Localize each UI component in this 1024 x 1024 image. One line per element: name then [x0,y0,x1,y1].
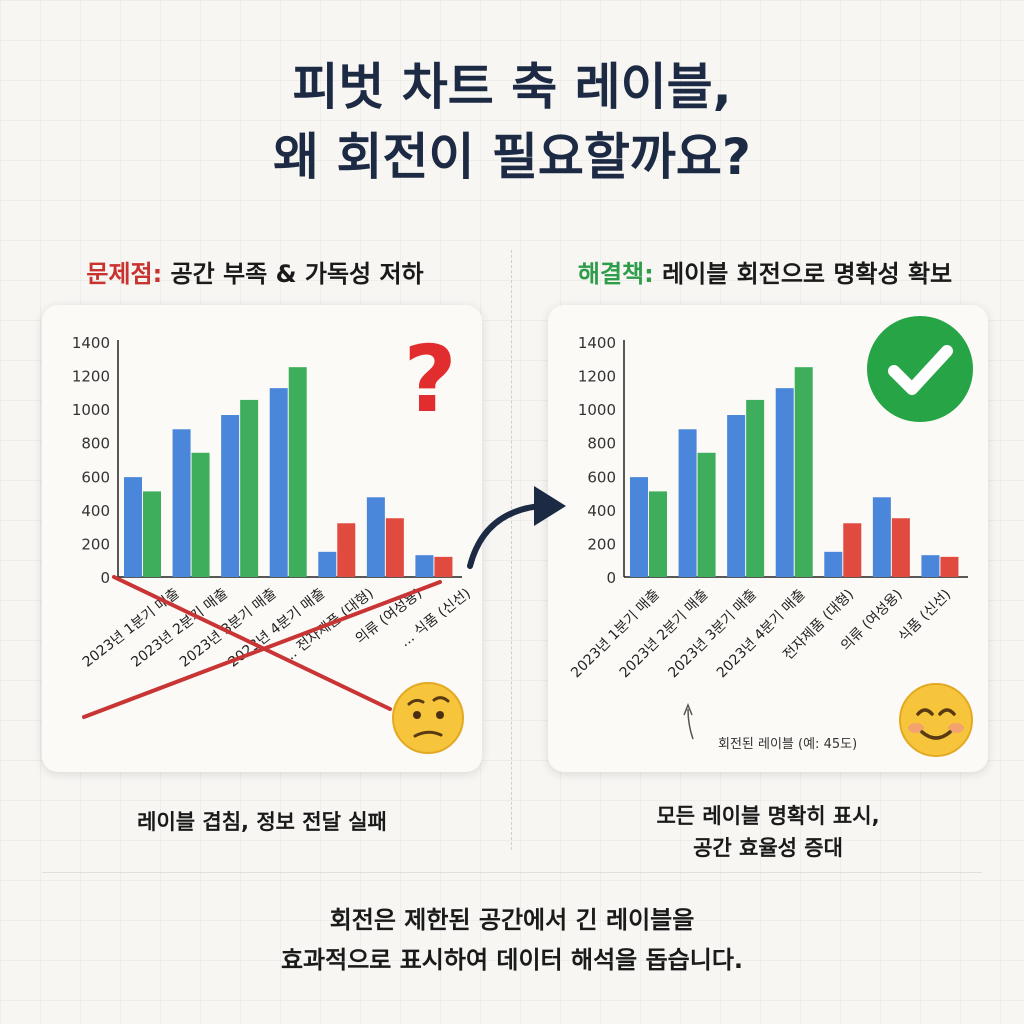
bar [124,477,142,577]
bar [697,452,716,577]
page-title: 피벗 차트 축 레이블, 왜 회전이 필요할까요? [0,52,1024,192]
bar [678,429,697,577]
bar [630,477,648,577]
y-tick-label: 1200 [72,368,110,386]
summary-text: 회전은 제한된 공간에서 긴 레이블을 효과적으로 표시하여 데이터 해석을 돕… [0,900,1024,980]
problem-heading-text: 공간 부족 & 가독성 저하 [162,260,424,288]
summary-line-1: 회전은 제한된 공간에서 긴 레이블을 [329,906,695,934]
bar [143,491,161,577]
solution-caption: 모든 레이블 명확히 표시, 공간 효율성 증대 [533,800,1003,864]
y-tick-label: 1000 [72,401,110,419]
panel-divider [511,250,512,850]
solution-chart-card: 0 200 400 600 800 1000 1200 1400 2023년 1분기 매출 20… [548,305,988,772]
solution-heading-text: 레이블 회전으로 명확성 확보 [653,260,953,288]
title-line-1: 피벗 차트 축 레이블, [292,58,732,116]
bar [385,518,404,577]
summary-line-2: 효과적으로 표시하여 데이터 해석을 돕습니다. [280,946,744,974]
y-tick-label: 1400 [578,334,616,352]
problem-tag: 문제점: [86,260,163,288]
bar [288,367,307,577]
problem-chart-card: 0 200 400 600 800 1000 1200 1400 2023년 1분기 매출 20… [42,305,482,772]
y-tick-label: 800 [587,435,616,453]
bar [746,399,765,577]
question-mark-icon: ? [403,326,456,433]
bar [891,518,910,577]
y-tick-label: 0 [100,569,110,587]
x-tick-label: 2023년 1분기 매출 [568,586,663,681]
x-tick-label: 2023년 4분기 매출 [714,586,809,681]
y-tick-label: 600 [587,468,616,486]
solution-heading: 해결책: 레이블 회전으로 명확성 확보 [530,254,1000,289]
bar [337,523,356,577]
smiling-face-icon [899,683,973,757]
bar [221,415,240,577]
y-tick-label: 200 [587,535,616,553]
bar [921,555,940,577]
bar [172,429,191,577]
solution-caption-line-1: 모든 레이블 명확히 표시, [656,804,880,828]
y-tick-label: 400 [587,502,616,520]
y-tick-label: 1400 [72,334,110,352]
bar [824,551,843,577]
solution-caption-line-2: 공간 효율성 증대 [693,836,843,860]
rotated-label-note: 회전된 레이블 (예: 45도) [718,737,857,752]
svg-text:?: ? [403,326,456,433]
bar [775,388,794,577]
x-tick-label: 2023년 3분기 매출 [665,586,760,681]
bar [843,523,862,577]
rotated-label-annotation: 회전된 레이블 (예: 45도) [683,702,857,752]
bar [191,452,210,577]
y-tick-label: 1000 [578,401,616,419]
bar [727,415,746,577]
x-tick-label: 2023년 2분기 매출 [617,586,712,681]
transition-arrow-icon [467,486,566,569]
section-divider [42,872,982,873]
bar [240,399,259,577]
problem-heading: 문제점: 공간 부족 & 가독성 저하 [20,254,490,289]
worried-face-icon [392,682,464,754]
y-tick-label: 400 [81,502,110,520]
y-tick-label: 200 [81,535,110,553]
y-tick-label: 600 [81,468,110,486]
bar [872,497,891,577]
bar [269,388,288,577]
bar [366,497,385,577]
y-tick-label: 0 [606,569,616,587]
x-tick-label: 식품 (신선) [896,587,955,646]
overlap-cross-mark [82,575,442,719]
problem-caption: 레이블 겹침, 정보 전달 실패 [137,810,387,834]
bar [649,491,667,577]
check-mark-icon [867,316,973,422]
solution-tag: 해결책: [577,260,654,288]
y-tick-label: 800 [81,435,110,453]
bar [940,556,959,577]
bar [794,367,813,577]
title-line-2: 왜 회전이 필요할까요? [273,128,751,186]
y-tick-label: 1200 [578,368,616,386]
bar [415,555,434,577]
bar [434,556,453,577]
bar [318,551,337,577]
